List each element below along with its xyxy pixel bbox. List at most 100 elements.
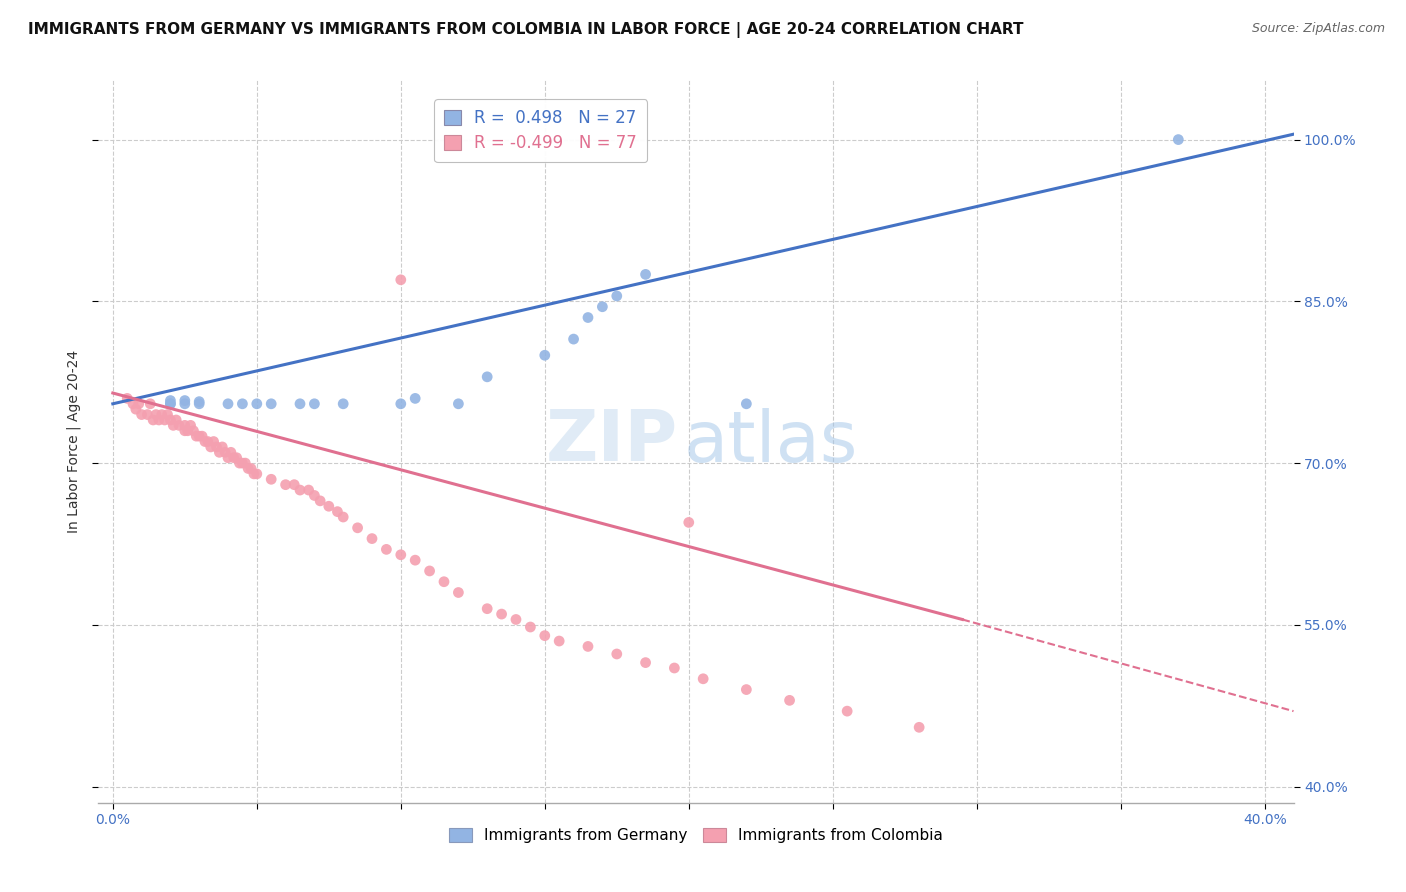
Point [139,397,162,411]
Point [260,472,283,486]
Point [231,456,253,470]
Legend: Immigrants from Germany, Immigrants from Colombia: Immigrants from Germany, Immigrants from… [443,822,949,849]
Point [477,369,499,384]
Point [159,397,181,411]
Point [222,450,245,465]
Point [419,564,441,578]
Point [128,397,150,411]
Point [200,440,222,454]
Point [606,289,628,303]
Point [231,397,253,411]
Point [156,408,179,422]
Text: ZIP: ZIP [546,407,678,476]
Point [173,397,195,411]
Point [211,440,233,454]
Point [562,332,585,346]
Point [404,553,426,567]
Point [191,429,214,443]
Point [150,408,173,422]
Point [692,672,714,686]
Point [122,397,145,411]
Point [214,445,236,459]
Point [243,467,266,481]
Point [298,483,321,497]
Point [145,408,167,422]
Point [233,456,256,470]
Point [186,429,208,443]
Point [389,273,412,287]
Point [533,629,555,643]
Point [634,268,657,282]
Point [274,477,297,491]
Point [183,424,205,438]
Point [908,720,931,734]
Point [167,418,190,433]
Point [136,408,159,422]
Point [735,682,758,697]
Point [153,413,176,427]
Point [318,500,340,514]
Point [447,397,470,411]
Point [173,393,195,408]
Point [202,434,225,449]
Point [375,542,398,557]
Point [176,424,198,438]
Point [180,418,202,433]
Point [606,647,628,661]
Point [288,483,311,497]
Point [246,467,269,481]
Point [142,413,165,427]
Point [304,488,326,502]
Text: IMMIGRANTS FROM GERMANY VS IMMIGRANTS FROM COLOMBIA IN LABOR FORCE | AGE 20-24 C: IMMIGRANTS FROM GERMANY VS IMMIGRANTS FR… [28,22,1024,38]
Point [131,408,153,422]
Point [576,640,599,654]
Point [332,510,354,524]
Point [591,300,613,314]
Point [779,693,801,707]
Point [304,397,326,411]
Point [208,445,231,459]
Point [837,704,859,718]
Text: Source: ZipAtlas.com: Source: ZipAtlas.com [1251,22,1385,36]
Point [433,574,456,589]
Point [664,661,686,675]
Point [148,413,170,427]
Point [576,310,599,325]
Point [173,418,195,433]
Point [217,450,239,465]
Point [389,397,412,411]
Point [389,548,412,562]
Text: atlas: atlas [685,409,859,477]
Point [159,397,181,411]
Point [188,397,211,411]
Point [246,397,269,411]
Point [165,413,187,427]
Point [188,394,211,409]
Point [326,505,349,519]
Point [678,516,700,530]
Point [548,634,571,648]
Point [194,434,217,449]
Point [346,521,368,535]
Point [238,461,260,475]
Point [225,450,247,465]
Point [197,434,219,449]
Point [361,532,384,546]
Point [159,413,181,427]
Point [533,348,555,362]
Point [173,424,195,438]
Point [447,585,470,599]
Point [634,656,657,670]
Point [283,477,305,491]
Point [115,392,138,406]
Point [125,402,148,417]
Point [1167,132,1189,146]
Point [205,440,228,454]
Point [332,397,354,411]
Point [735,397,758,411]
Point [404,392,426,406]
Point [288,397,311,411]
Point [228,456,250,470]
Point [260,397,283,411]
Point [219,445,242,459]
